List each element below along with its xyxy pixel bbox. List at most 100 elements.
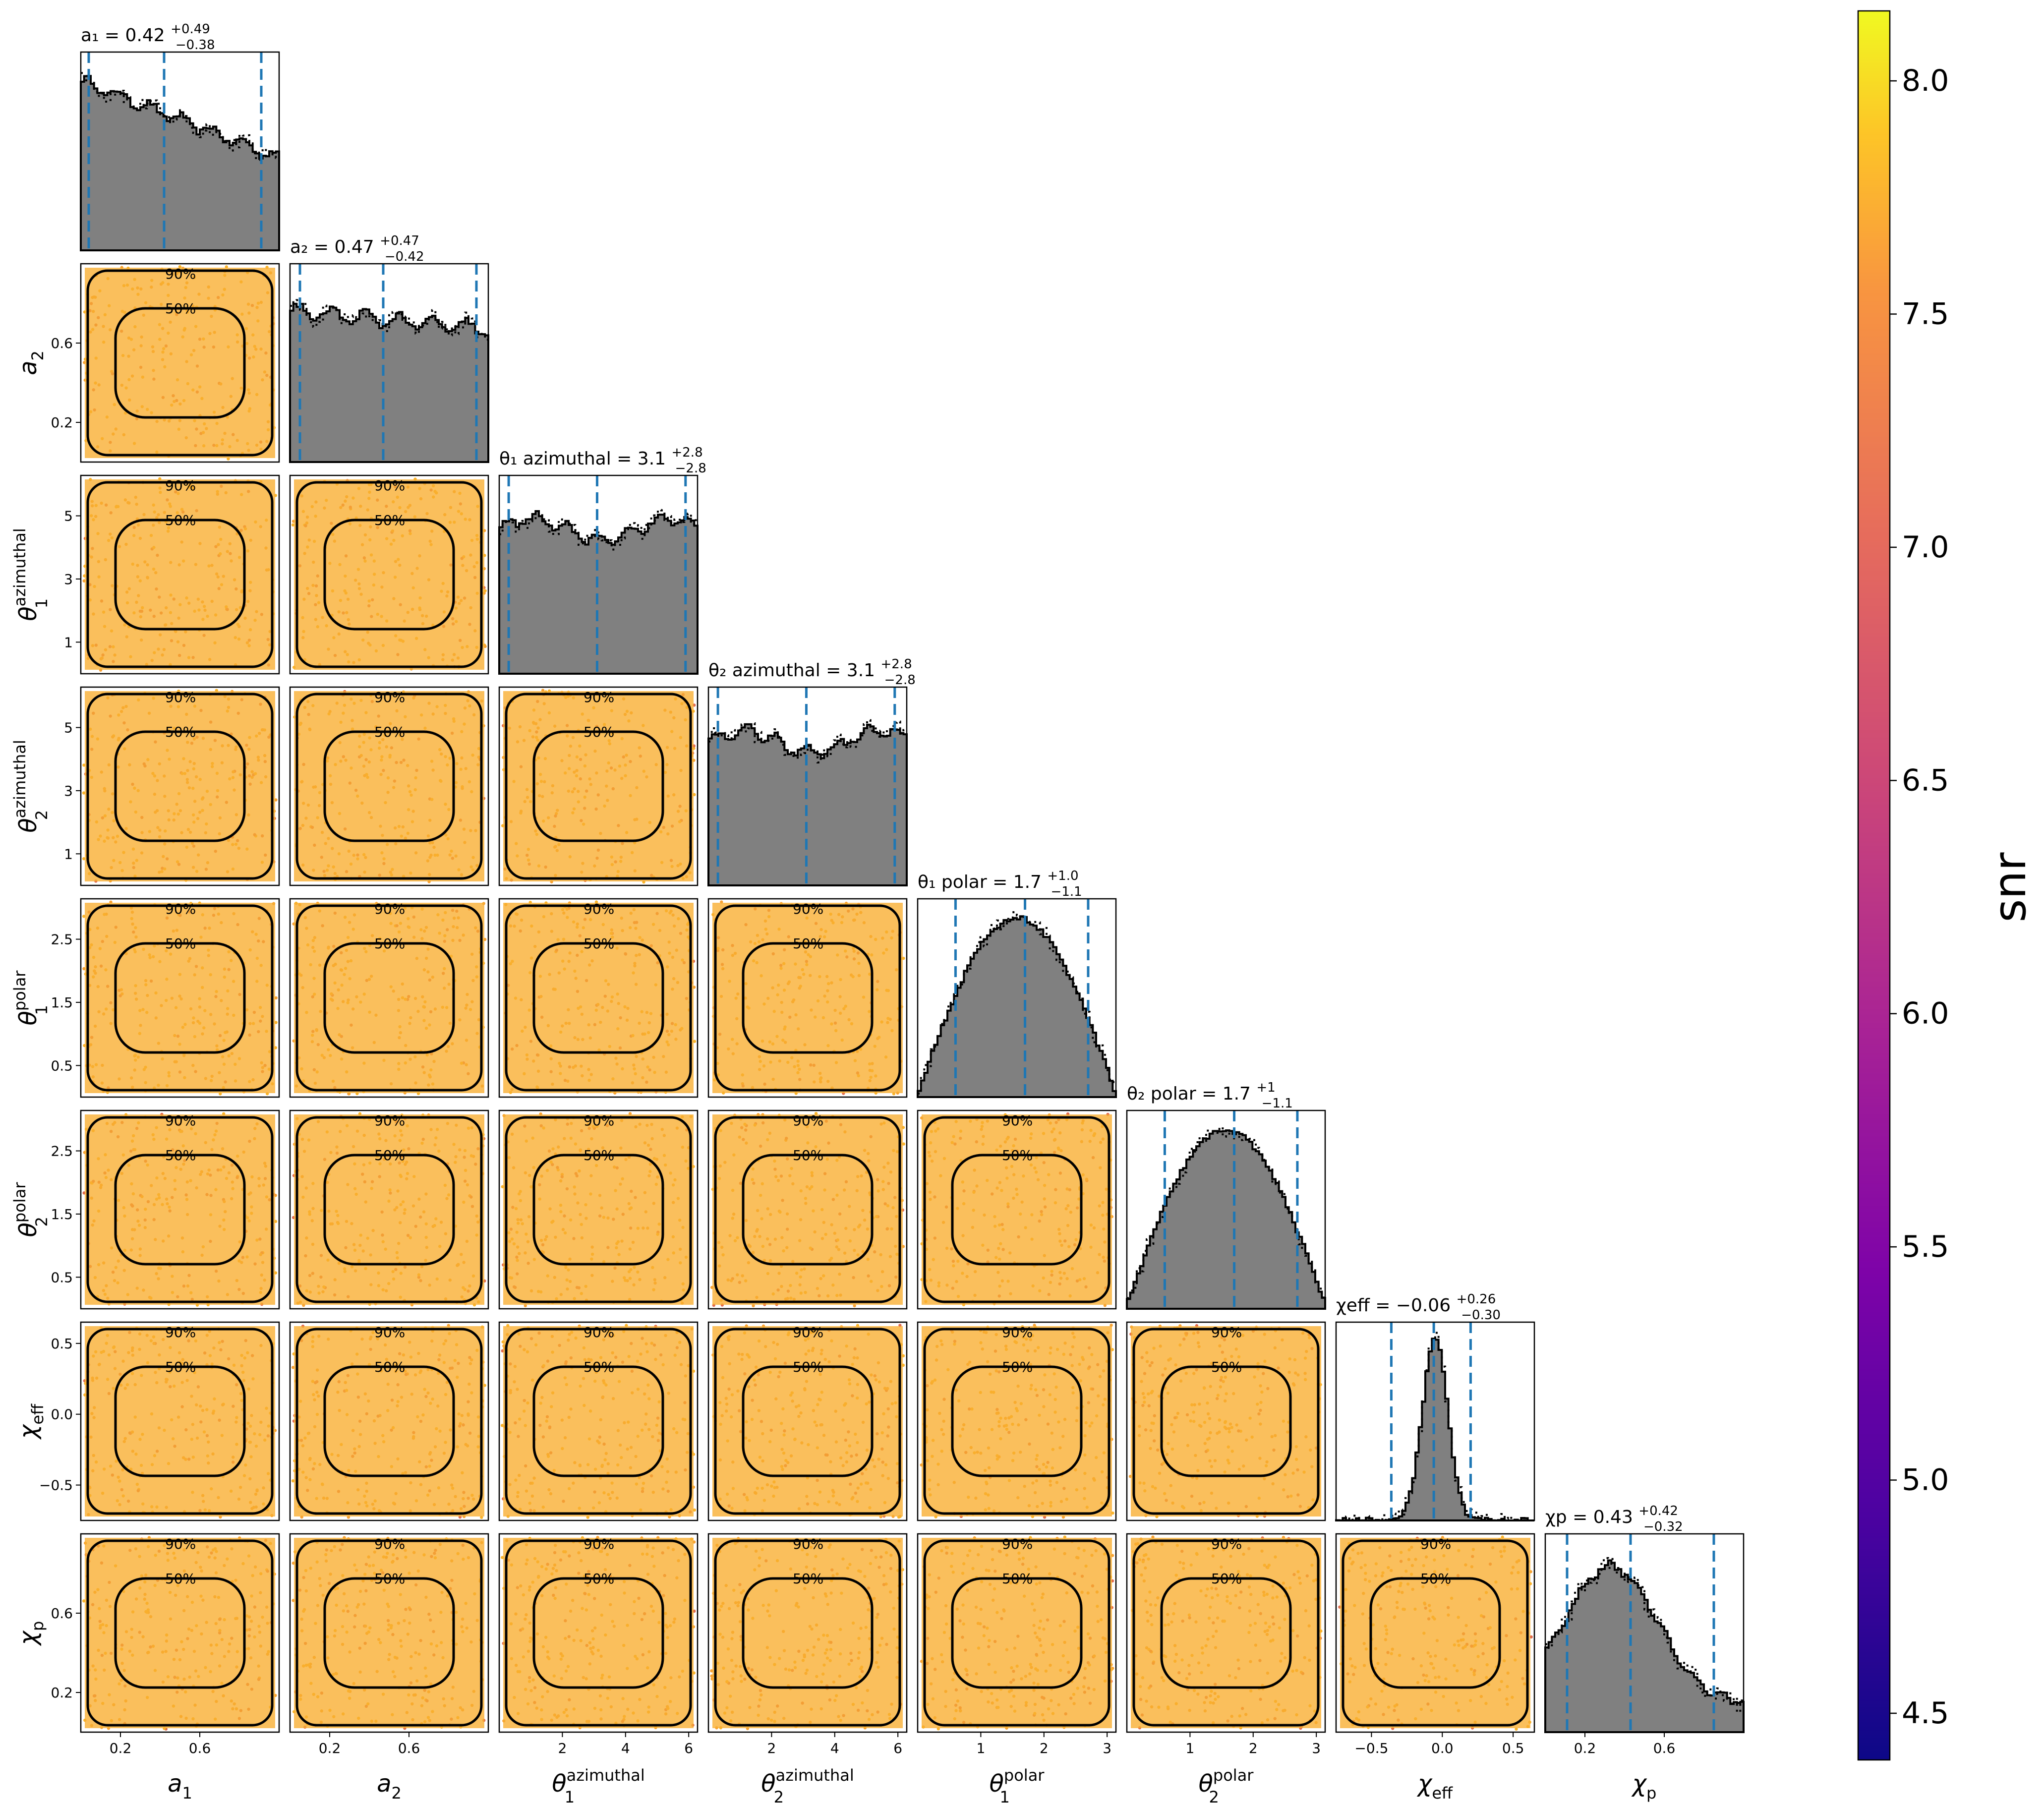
panel-theta1_pol-theta1_pol: θ₁ polar = 1.7 +1.0 −1.1: [917, 869, 1117, 1098]
prior-histogram: [290, 299, 488, 341]
histogram-title: θ₂ polar = 1.7 +1 −1.1: [1127, 1080, 1293, 1111]
panel-theta2_pol-theta2_pol: θ₂ polar = 1.7 +1 −1.1: [1126, 1080, 1326, 1310]
contour-90: [86, 693, 274, 880]
contour-label-50: 50%: [374, 724, 405, 740]
panel-frame: [80, 263, 280, 463]
y-tick-label: −0.5: [39, 1477, 73, 1494]
contour-50: [114, 730, 246, 842]
sample-point: [82, 791, 86, 795]
density-fill: [85, 1326, 275, 1516]
contour-label-90: 90%: [1002, 1112, 1033, 1129]
contour-label-50: 50%: [584, 1147, 614, 1164]
density-fill: [922, 1114, 1112, 1305]
histogram-bars: [917, 915, 1117, 1098]
panel-a2-theta1_pol: 90% 50%: [289, 898, 489, 1098]
panel-a2-theta2_az: 90% 50%: [289, 686, 489, 886]
y-axis-label: θpolar 2: [10, 1182, 51, 1237]
panel-frame: [80, 474, 280, 675]
density-fill: [294, 1114, 484, 1305]
contour-50: [114, 307, 246, 419]
density-fill: [85, 903, 275, 1093]
panel-frame: [289, 686, 489, 886]
y-tick-label: 0.0: [51, 1406, 73, 1423]
contour-label-90: 90%: [584, 1112, 614, 1129]
contour-label-50: 50%: [165, 1147, 196, 1164]
y-axis-label: θazimuthal 1: [10, 528, 51, 621]
panel-theta1_az-chi_eff: 90%50%: [498, 1321, 699, 1521]
contour-label-50: 50%: [584, 724, 614, 740]
contour-label-50: 50%: [374, 935, 405, 952]
panel-theta1_az-theta2_az: 90% 50%: [498, 686, 699, 886]
density-fill: [85, 1114, 275, 1305]
contour-label-90: 90%: [584, 901, 614, 917]
sample-point: [225, 265, 229, 269]
contour-label-90: 90%: [584, 689, 614, 705]
contour-50: [532, 730, 664, 842]
density-fill: [294, 1326, 484, 1516]
contour-label-90: 90%: [374, 477, 405, 494]
sample-point: [274, 996, 278, 1000]
panel-theta1_az-theta1_pol: 90% 50%: [498, 898, 699, 1098]
contour-label-90: 90%: [165, 477, 196, 494]
density-fill: [294, 691, 484, 881]
panel-theta1_az-theta2_pol: 90% 50%: [498, 1109, 699, 1310]
density-fill: [503, 691, 694, 881]
contour-label-50: 50%: [1002, 1147, 1033, 1164]
contour-label-90: 90%: [374, 689, 405, 705]
contour-label-50: 50%: [374, 1147, 405, 1164]
density-fill: [503, 903, 694, 1093]
contour-label-50: 50%: [165, 300, 196, 317]
histogram-bars: [707, 723, 908, 886]
y-tick-label: 3: [64, 783, 73, 799]
sample-point: [82, 915, 86, 918]
y-tick-label: 0.5: [51, 1269, 73, 1285]
panel-frame: [289, 474, 489, 675]
panel-a2-theta1_az: 90%50%: [289, 474, 489, 675]
contour-label-90: 90%: [793, 1112, 823, 1129]
y-axis-label: χeff: [14, 1403, 47, 1440]
panel-theta2_az-theta2_pol: 90% 50%: [707, 1109, 908, 1310]
contour-label-90: 90%: [374, 901, 405, 917]
panel-frame: [707, 686, 908, 886]
panel-theta2_az-chi_eff: 90%50%: [707, 1321, 908, 1521]
histogram-title: θ₂ azimuthal = 3.1 +2.8 −2.8: [708, 657, 916, 688]
contour-90: [86, 481, 274, 668]
panel-theta1_pol-theta2_pol: 90% 50%: [917, 1109, 1117, 1310]
sample-point: [483, 644, 487, 648]
y-axis-label: θazimuthal 2: [10, 740, 51, 832]
contour-90: [295, 693, 483, 880]
sample-point: [274, 1021, 278, 1024]
density-fill: [294, 903, 484, 1093]
panel-a2-theta2_pol: 90%50%: [289, 1109, 489, 1310]
density-fill: [503, 1114, 694, 1305]
y-tick-label: 5: [64, 508, 73, 525]
density-fill: [712, 1114, 903, 1305]
prior-histogram: [708, 719, 907, 764]
sample-point: [82, 967, 86, 971]
contour-label-90: 90%: [165, 689, 196, 705]
y-axis-label: a2: [14, 350, 47, 375]
contour-label-90: 90%: [165, 1112, 196, 1129]
density-fill: [712, 903, 903, 1093]
y-tick-label: 0.6: [51, 335, 73, 351]
histogram-title: θ₁ azimuthal = 3.1 +2.8 −2.8: [499, 445, 706, 476]
contour-50: [323, 730, 455, 842]
histogram-bars: [80, 75, 280, 251]
contour-label-50: 50%: [793, 1147, 823, 1164]
histogram-bars: [1126, 1129, 1326, 1310]
histogram-title: θ₁ polar = 1.7 +1.0 −1.1: [918, 869, 1082, 899]
contour-label-50: 50%: [374, 1359, 405, 1375]
histogram-bars: [498, 510, 699, 675]
contour-90: [295, 481, 483, 668]
contour-50: [323, 519, 455, 631]
y-tick-label: 3: [64, 571, 73, 587]
panel-theta1_az-theta1_az: θ₁ azimuthal = 3.1 +2.8 −2.8: [498, 445, 706, 675]
y-axis-label: θpolar 1: [10, 970, 51, 1026]
histogram-title: a₁ = 0.42 +0.49 −0.38: [81, 22, 215, 53]
contour-label-90: 90%: [374, 1324, 405, 1341]
contour-label-50: 50%: [584, 935, 614, 952]
y-tick-label: 1.5: [51, 1206, 73, 1223]
